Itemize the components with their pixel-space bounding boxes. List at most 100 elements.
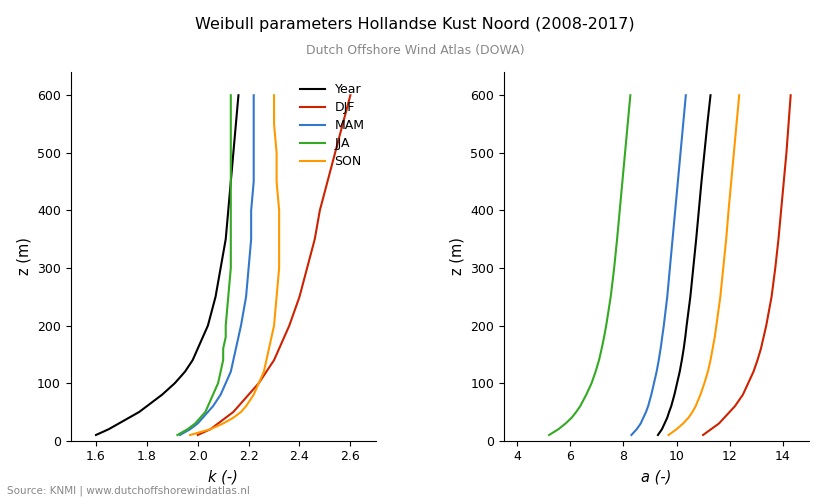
DJF (706, 426, 716, 432)
SON (185, 432, 195, 438)
MAM (249, 121, 259, 127)
DJF (738, 391, 748, 397)
SON (269, 323, 279, 329)
MAM (671, 207, 681, 213)
Year (681, 323, 691, 329)
DJF (730, 403, 740, 409)
Year (662, 415, 672, 421)
SON (735, 92, 745, 98)
Year (170, 380, 180, 386)
MAM (249, 179, 259, 185)
MAM (247, 236, 256, 242)
JJA (226, 207, 236, 213)
JJA (575, 403, 585, 409)
MAM (247, 207, 256, 213)
JJA (581, 391, 591, 397)
Year (228, 150, 238, 156)
SON (271, 179, 281, 185)
JJA (618, 179, 627, 185)
JJA (594, 357, 604, 363)
JJA (597, 346, 607, 352)
Year (657, 426, 667, 432)
MAM (649, 380, 659, 386)
DJF (279, 334, 289, 340)
MAM (198, 415, 208, 421)
SON (683, 415, 693, 421)
JJA (218, 357, 228, 363)
Year (700, 150, 710, 156)
MAM (193, 420, 203, 426)
DJF (756, 346, 766, 352)
DJF (725, 409, 735, 415)
X-axis label: a (-): a (-) (642, 469, 671, 484)
JJA (183, 426, 193, 432)
MAM (641, 409, 651, 415)
MAM (185, 426, 195, 432)
JJA (571, 409, 581, 415)
Text: Weibull parameters Hollandse Kust Noord (2008-2017): Weibull parameters Hollandse Kust Noord … (195, 17, 635, 32)
JJA (554, 426, 564, 432)
MAM (673, 179, 683, 185)
Line: Year: Year (96, 95, 238, 435)
Year (706, 92, 715, 98)
JJA (560, 420, 570, 426)
Year (691, 236, 701, 242)
JJA (606, 294, 616, 300)
DJF (749, 369, 759, 374)
DJF (784, 121, 793, 127)
Text: Dutch Offshore Wind Atlas (DOWA): Dutch Offshore Wind Atlas (DOWA) (305, 44, 525, 57)
Year (666, 403, 676, 409)
DJF (310, 236, 320, 242)
DJF (761, 323, 771, 329)
SON (724, 207, 734, 213)
Year (696, 179, 706, 185)
Line: DJF: DJF (198, 95, 350, 435)
MAM (657, 334, 667, 340)
SON (696, 391, 706, 397)
MAM (678, 121, 688, 127)
Year (124, 415, 134, 421)
DJF (338, 121, 348, 127)
Year (675, 369, 685, 374)
Year (114, 420, 124, 426)
DJF (776, 207, 786, 213)
JJA (203, 403, 212, 409)
JJA (190, 420, 200, 426)
SON (271, 150, 281, 156)
MAM (236, 323, 246, 329)
Year (91, 432, 101, 438)
Line: MAM: MAM (180, 95, 254, 435)
DJF (206, 426, 216, 432)
Line: SON: SON (190, 95, 279, 435)
Year (221, 236, 231, 242)
SON (687, 409, 697, 415)
Year (134, 409, 144, 415)
MAM (226, 369, 236, 374)
DJF (743, 380, 753, 386)
Legend: Year, DJF, MAM, JJA, SON: Year, DJF, MAM, JJA, SON (295, 79, 369, 173)
Year (688, 265, 698, 271)
MAM (632, 426, 642, 432)
MAM (175, 432, 185, 438)
Year (157, 391, 167, 397)
JJA (591, 369, 601, 374)
JJA (609, 265, 619, 271)
DJF (274, 346, 284, 352)
SON (708, 346, 718, 352)
Year (681, 334, 691, 340)
JJA (195, 415, 205, 421)
Year (694, 207, 704, 213)
Text: Source: KNMI | www.dutchoffshorewindatlas.nl: Source: KNMI | www.dutchoffshorewindatla… (7, 485, 250, 496)
MAM (667, 236, 677, 242)
SON (254, 380, 264, 386)
Year (198, 334, 208, 340)
DJF (330, 150, 340, 156)
JJA (200, 409, 210, 415)
MAM (636, 420, 646, 426)
JJA (226, 121, 236, 127)
MAM (659, 323, 669, 329)
MAM (249, 150, 259, 156)
Year (231, 121, 241, 127)
JJA (216, 369, 226, 374)
JJA (620, 150, 630, 156)
